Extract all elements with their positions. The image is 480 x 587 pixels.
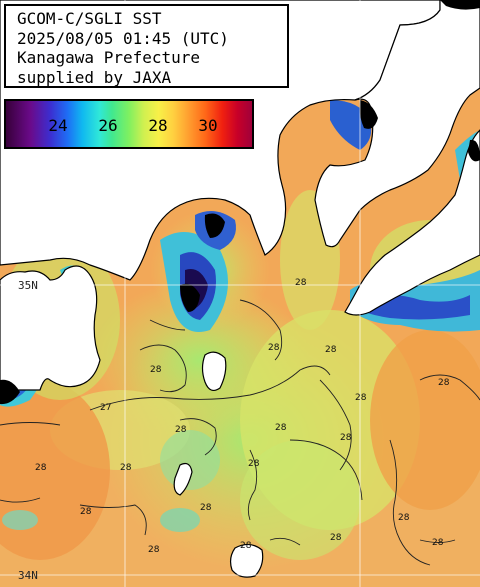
contour-label: 28 (120, 463, 132, 473)
legend-color-bar (6, 101, 252, 147)
title-line-1: GCOM-C/SGLI SST (17, 9, 162, 28)
contour-label: 28 (438, 378, 450, 388)
land-west (0, 265, 101, 391)
title-line-2: 2025/08/05 01:45 (UTC) (17, 28, 229, 48)
legend-label: 28 (148, 116, 168, 135)
contour-label: 28 (35, 463, 47, 473)
contour-label: 28 (240, 541, 252, 551)
island-3 (173, 462, 193, 496)
island-1 (201, 351, 227, 392)
contour-labels: 28 28 28 28 28 28 28 28 28 27 28 28 28 2… (35, 278, 450, 555)
contour-label: 28 (295, 278, 307, 288)
contour-label: 28 (80, 507, 92, 517)
sst-contours (0, 299, 480, 566)
island-2 (229, 543, 264, 578)
contour-label: 28 (248, 459, 260, 469)
legend-label: 26 (98, 116, 118, 135)
contour-label: 28 (268, 343, 280, 353)
title-line-4: supplied by JAXA (17, 67, 172, 87)
contour-label: 28 (325, 345, 337, 355)
contour-label: 28 (432, 538, 444, 548)
lat-label-35n: 35N (18, 279, 38, 292)
contour-label: 28 (148, 545, 160, 555)
legend-label: 24 (48, 116, 68, 135)
contour-label: 28 (150, 365, 162, 375)
contour-label: 28 (275, 423, 287, 433)
contour-label: 28 (175, 425, 187, 435)
contour-label: 27 (100, 403, 111, 413)
legend-label: 30 (198, 116, 218, 135)
contour-label: 28 (330, 533, 342, 543)
lat-label-34n: 34N (18, 569, 38, 582)
sst-legend: 24 26 28 30 (4, 99, 254, 149)
contour-label: 28 (398, 513, 410, 523)
contour-label: 28 (340, 433, 352, 443)
title-box: GCOM-C/SGLI SST 2025/08/05 01:45 (UTC) K… (4, 4, 289, 88)
no-data-patches (0, 0, 480, 405)
title-line-3: Kanagawa Prefecture (17, 48, 201, 67)
contour-label: 28 (355, 393, 367, 403)
contour-label: 28 (200, 503, 212, 513)
